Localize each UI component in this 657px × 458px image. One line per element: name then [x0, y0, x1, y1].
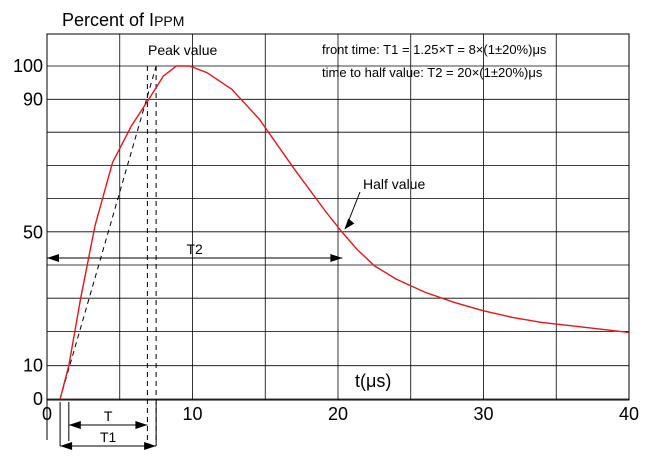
peak-value-label: Peak value	[148, 42, 217, 58]
tick-labels: 0 10 20 30 40 0 10 50 90 100	[13, 56, 639, 424]
x-tick-label: 40	[619, 404, 639, 424]
arrowhead	[144, 442, 157, 450]
arrowhead	[135, 421, 148, 429]
grid	[46, 33, 630, 401]
t-label: T	[104, 408, 113, 424]
x-tick-label: 20	[328, 404, 348, 424]
arrowhead	[47, 254, 59, 262]
x-tick-label: 30	[473, 404, 493, 424]
y-tick-label: 50	[23, 223, 43, 243]
y-tick-label: 100	[13, 56, 43, 76]
current-curve	[59, 65, 630, 400]
t1-label: T1	[100, 429, 117, 445]
y-tick-label: 10	[23, 356, 43, 376]
x-tick-label: 0	[42, 404, 52, 424]
arrowhead	[344, 218, 355, 230]
arrowhead	[60, 442, 73, 450]
x-axis-label: t(μs)	[355, 371, 391, 391]
front-time-line	[59, 65, 157, 400]
annotation-front-time: front time: T1 = 1.25×T = 8×(1±20%)μs	[322, 42, 547, 57]
arrowhead	[68, 421, 81, 429]
t2-label: T2	[187, 241, 204, 257]
y-axis-label: Percent of IPPM	[62, 10, 184, 30]
arrowhead	[330, 254, 343, 262]
y-tick-label: 0	[33, 389, 43, 409]
annotation-half-time: time to half value: T2 = 20×(1±20%)μs	[322, 65, 543, 80]
y-tick-label: 90	[23, 89, 43, 109]
x-tick-label: 10	[182, 404, 202, 424]
half-value-label: Half value	[363, 176, 425, 192]
reference-lines	[46, 34, 361, 450]
